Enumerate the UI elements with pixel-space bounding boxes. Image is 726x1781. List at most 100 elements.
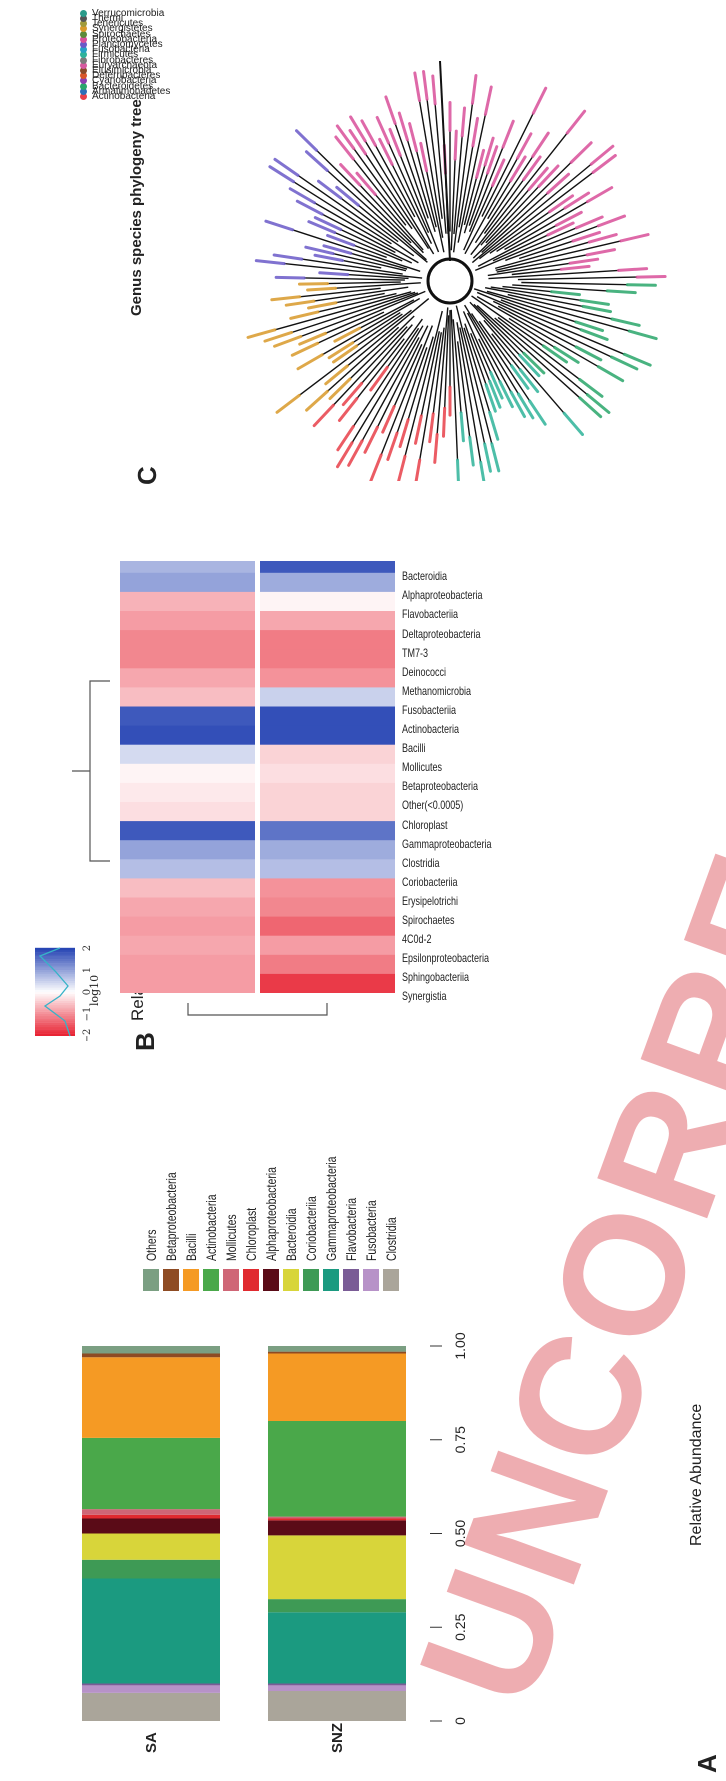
tree-leaf-label [579,328,609,341]
legend-label: Alphaproteobacteria [263,1167,279,1261]
heatmap-cell [120,935,255,955]
ytick-label: 0.50 [452,1520,468,1547]
tree-branch [436,307,449,435]
bar-segment-clostridia [82,1692,220,1721]
legend-label: Fusobacteria [363,1200,379,1261]
colorbar-step [35,967,75,970]
heatmap-row-label: Deltaproteobacteria [402,626,481,641]
legend-label: Gammaproteobacteria [323,1156,339,1261]
tree-branch [317,311,385,344]
tree-leaf-label [289,310,320,320]
tree-leaf-label [578,396,603,419]
tree-branch [356,313,403,347]
tree-leaf-label [347,439,364,467]
tree-branch [396,347,428,434]
tree-branch [517,276,638,281]
tree-branch [407,336,434,420]
tree-branch [511,268,562,276]
tree-leaf-label [591,154,617,174]
tree-branch [456,341,471,438]
tree-leaf-label [546,221,575,237]
heatmap-cell [260,897,395,917]
colorbar-step [35,991,75,995]
ytick-label: 1.00 [452,1332,468,1359]
tree-branch [507,293,613,320]
bar-segment-mollicutes [82,1509,220,1515]
legend-label: Coriobacteriia [303,1196,319,1261]
legend-label: Betaproteobacteria [163,1172,179,1261]
tree-branch [450,309,459,461]
legend-item: Gammaproteobacteria [322,1122,340,1291]
tree-leaf-label [548,194,575,214]
tree-branch [483,179,525,235]
tree-leaf-label [419,141,429,173]
tree-branch [347,273,409,280]
tree-leaf-label [305,389,329,412]
tree-leaf-label [363,425,379,454]
tree-branch [284,262,423,279]
heatmap-cell [120,667,255,688]
tree-leaf-label [471,116,480,148]
legend-swatch [263,1269,279,1291]
legend-item: Bacteroidia [282,1191,300,1291]
bar-segment-others [82,1346,220,1354]
tree-branch [335,282,421,289]
tree-leaf-label [288,187,316,205]
tree-branch [464,304,519,395]
bar-segment-gammaproteobacteria [268,1612,406,1684]
legend-item: Actinobacteria [202,1172,220,1291]
heatmap-cell [260,782,395,802]
colorbar-step [35,1007,75,1010]
bar-segment-coriobacteriia [82,1559,220,1579]
tree-branch [364,153,430,250]
heatmap-row-label: Gammaproteobacteria [402,836,492,851]
tree-branch [386,318,423,368]
tree-branch [349,315,415,380]
tree-leaf-label [589,144,615,166]
bar-segment-bacilli [82,1357,220,1438]
tree-branch [481,112,534,217]
tree-branch [463,177,478,226]
legend-swatch [243,1269,259,1291]
heatmap-row-label: Coriobacteriia [402,874,458,889]
tree-leaf-label [622,352,652,367]
heatmap-cell [260,763,395,783]
tree-leaf-label [490,442,501,473]
tree-branch [356,338,405,399]
tree-leaf-label [355,171,377,196]
phylum-legend-label: Verrucomicrobia [92,7,165,19]
tree-leaf-label [528,399,547,426]
tree-leaf-label [297,282,329,286]
legend-label: Others [143,1229,159,1261]
heatmap-cell [120,561,255,573]
colorbar-step [35,976,75,979]
tree-branch [496,207,566,253]
tree-leaf-label [328,377,352,401]
tree-leaf-label [509,155,527,183]
column-dendrogram [187,1003,328,1016]
tree-branch [478,171,594,260]
tree-branch [484,287,584,308]
tree-leaf-label [298,331,328,346]
heatmap-row-label: Other(<0.0005) [402,798,464,813]
tree-leaf-label [585,186,614,204]
heatmap-cell [260,935,395,955]
legend-swatch [363,1269,379,1291]
tree-branch [352,311,401,344]
tree-branch [404,310,443,457]
bar-segment-alphaproteobacteria [268,1520,406,1536]
legend-swatch [143,1269,159,1291]
tree-leaf-label [264,219,295,232]
heatmap-row-label: 4C0d-2 [402,932,432,947]
colorbar-step [35,1000,75,1003]
tree-branch [314,202,419,264]
tree-branch [334,231,403,262]
category-label: SNZ [329,1723,346,1753]
tree-leaf-label [369,365,389,392]
legend-label: Actinobacteria [203,1194,219,1261]
colorbar-step [35,1022,75,1025]
legend-item: Bacilli [182,1224,200,1291]
tree-leaf-label [307,220,337,235]
colorbar-density-line [38,947,71,1037]
heatmap-row-label: Bacilli [402,741,426,756]
